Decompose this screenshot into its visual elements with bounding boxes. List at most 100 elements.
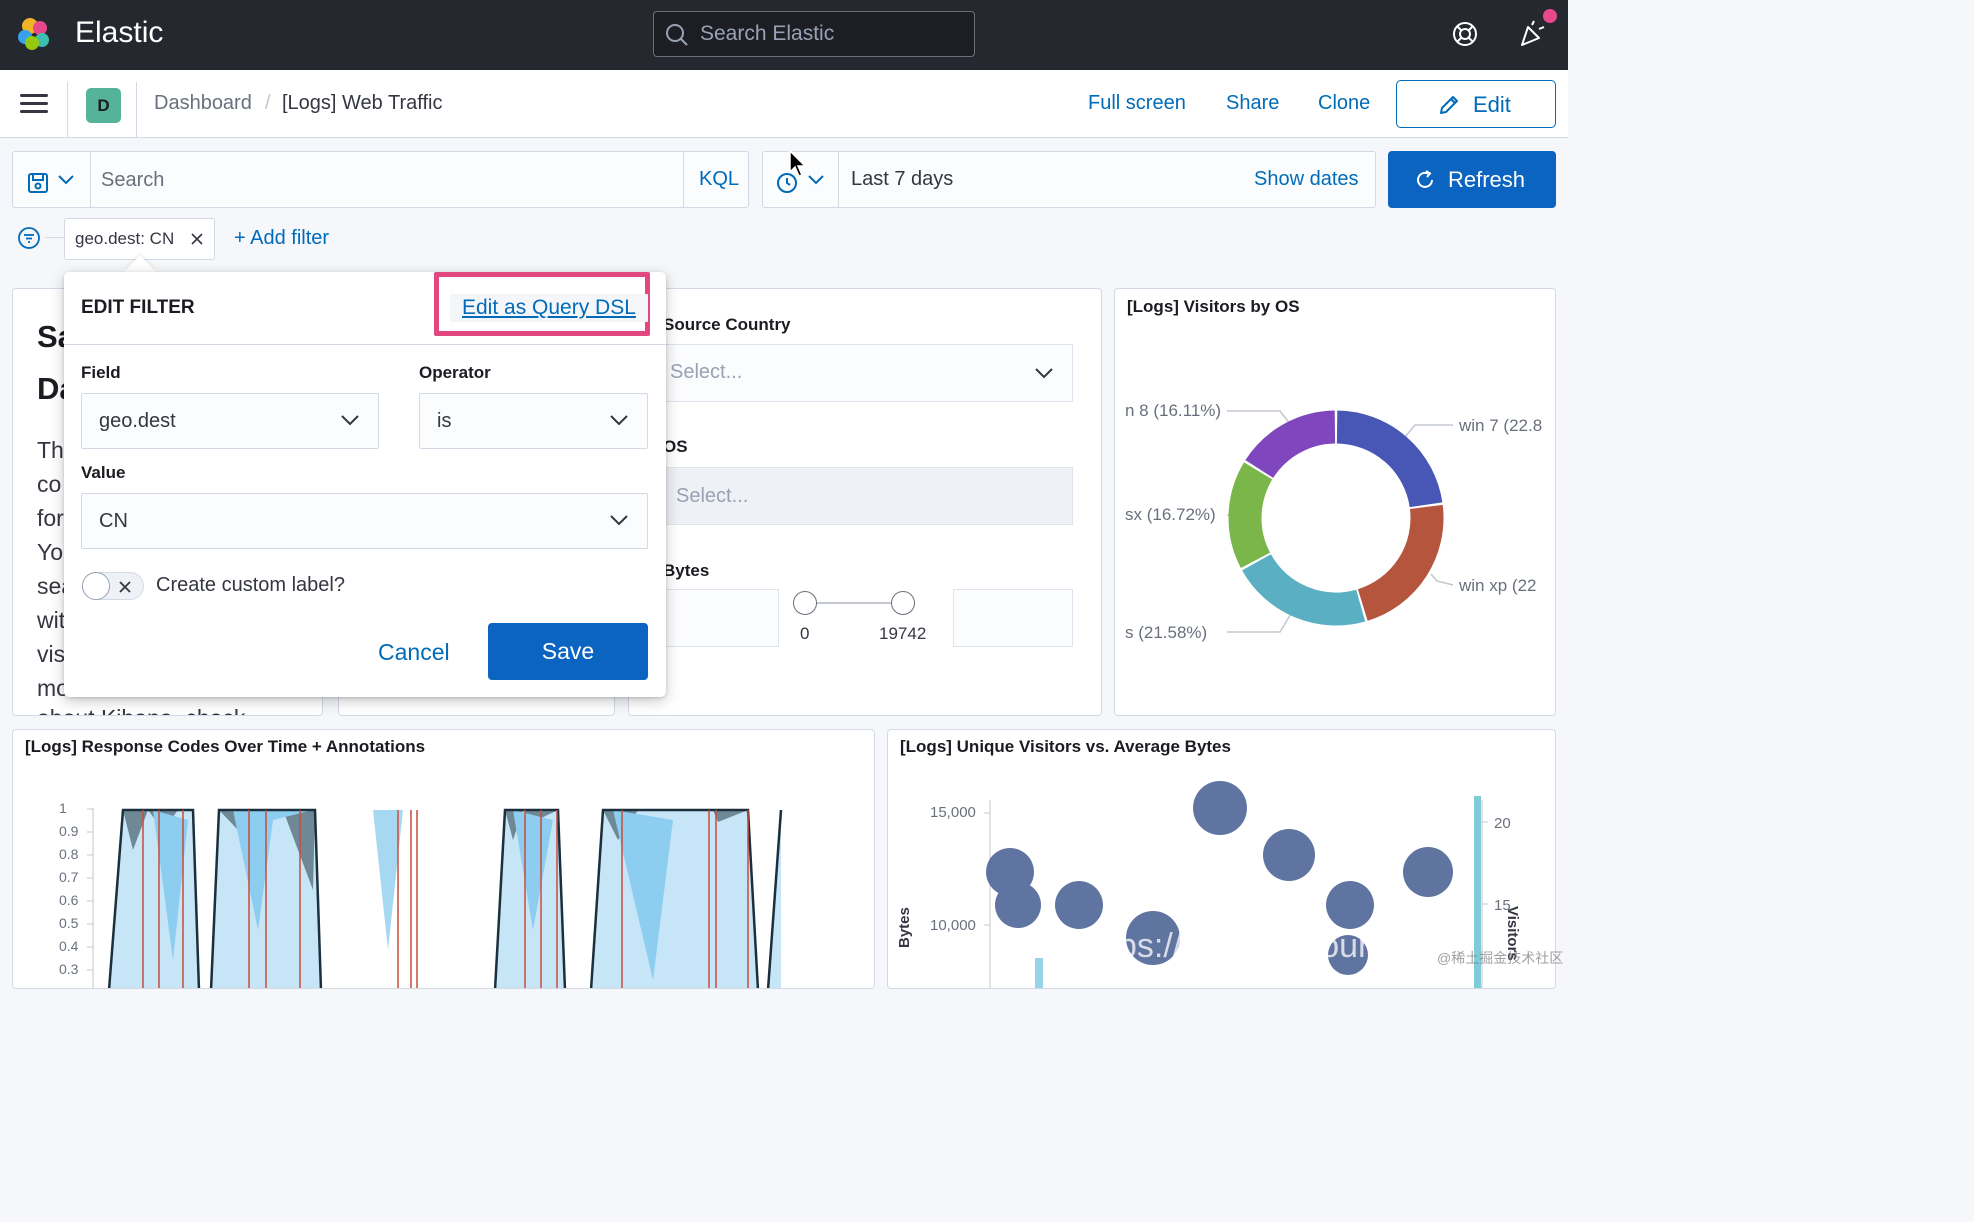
custom-label-text: Create custom label? (156, 574, 345, 596)
source-country-select[interactable]: Select... (657, 344, 1073, 402)
y-tick: 0.8 (59, 846, 79, 862)
saved-query-button[interactable] (13, 152, 91, 207)
query-bar: Search KQL (12, 151, 749, 208)
divider (45, 237, 65, 238)
right-y-tick: 15 (1494, 897, 1511, 914)
donut-slice-win8[interactable] (1245, 410, 1336, 479)
notification-dot (1543, 9, 1557, 23)
response-codes-panel: [Logs] Response Codes Over Time + Annota… (12, 729, 875, 989)
refresh-label: Refresh (1448, 167, 1526, 192)
source-country-placeholder: Select... (670, 361, 743, 383)
clock-icon (777, 173, 797, 193)
pie-label-osx: sx (16.72%) (1125, 505, 1216, 524)
range-min-handle[interactable] (793, 591, 817, 615)
y-tick: 0.3 (59, 961, 79, 977)
donut-slice-win7[interactable] (1336, 410, 1443, 508)
donut-slice-winxp[interactable] (1357, 504, 1444, 621)
chevron-down-icon (58, 175, 74, 185)
os-label: OS (663, 437, 688, 456)
chevron-down-icon (1035, 368, 1053, 379)
operator-label: Operator (419, 363, 491, 382)
global-header: Elastic Search Elastic (0, 0, 1568, 70)
markdown-text-line: Yo (37, 539, 64, 565)
markdown-text-line: Th (37, 437, 64, 463)
bytes-max-input[interactable] (953, 589, 1073, 647)
global-search-input[interactable]: Search Elastic (653, 11, 975, 57)
query-language-button[interactable]: KQL (683, 152, 749, 207)
time-picker: Last 7 days Show dates (762, 151, 1376, 208)
operator-select[interactable]: is (419, 393, 648, 449)
range-max-handle[interactable] (891, 591, 915, 615)
os-donut-chart (1227, 410, 1454, 633)
y-tick: 10,000 (930, 917, 976, 934)
breadcrumb-current: [Logs] Web Traffic (282, 92, 443, 114)
markdown-text-line: co (37, 471, 62, 497)
quick-select-button[interactable] (763, 152, 839, 207)
chevron-down-icon (808, 175, 824, 185)
menu-icon[interactable] (20, 94, 48, 114)
filter-options-icon[interactable] (17, 226, 41, 250)
donut-slice-osx[interactable] (1228, 462, 1273, 569)
divider (67, 82, 68, 138)
chevron-down-icon (341, 415, 359, 426)
edit-button[interactable]: Edit (1396, 80, 1556, 128)
operator-value: is (437, 410, 452, 432)
breadcrumb-dashboard[interactable]: Dashboard (154, 92, 252, 114)
field-select[interactable]: geo.dest (81, 393, 379, 449)
close-icon[interactable] (189, 231, 205, 247)
search-placeholder: Search Elastic (700, 22, 835, 45)
search-icon (666, 24, 688, 46)
custom-label-toggle[interactable] (82, 572, 144, 600)
bytes-label: Bytes (663, 561, 710, 580)
right-y-tick: 20 (1494, 815, 1511, 832)
filter-pill[interactable]: geo.dest: CN (64, 218, 215, 260)
time-range-value[interactable]: Last 7 days (851, 168, 954, 190)
y-tick: 15,000 (930, 804, 976, 821)
show-dates-button[interactable]: Show dates (1254, 168, 1359, 190)
add-filter-button[interactable]: + Add filter (234, 227, 330, 249)
space-avatar[interactable]: D (86, 88, 121, 123)
bytes-min-input[interactable] (657, 589, 779, 647)
markdown-text-line: for (37, 505, 64, 531)
value-label: Value (81, 463, 126, 482)
y-tick: 0.6 (59, 892, 79, 908)
pie-label-win8: n 8 (16.11%) (1125, 401, 1222, 420)
field-value: geo.dest (99, 410, 176, 432)
refresh-button[interactable]: Refresh (1388, 151, 1556, 208)
breadcrumb-separator: / (265, 92, 271, 114)
edit-as-query-dsl-link[interactable]: Edit as Query DSL (450, 294, 648, 322)
pie-label-ios: s (21.58%) (1125, 623, 1208, 642)
brand-name[interactable]: Elastic (75, 16, 164, 49)
watermark-site: @稀土掘金技术社区 (1437, 950, 1564, 966)
refresh-icon (1417, 170, 1433, 188)
field-label: Field (81, 363, 121, 382)
range-track (805, 602, 903, 604)
cross-icon (119, 581, 131, 593)
markdown-text-line: vis (37, 641, 66, 667)
os-select[interactable]: Select... (657, 467, 1073, 525)
query-input[interactable]: Search (101, 169, 165, 191)
toggle-knob (82, 572, 110, 600)
app-navbar: D Dashboard / [Logs] Web Traffic Full sc… (0, 70, 1568, 138)
visitors-bubble-chart (984, 781, 1488, 988)
newsfeed-icon[interactable] (1517, 17, 1549, 49)
full-screen-button[interactable]: Full screen (1088, 92, 1186, 114)
range-max-label: 19742 (879, 624, 927, 643)
value-select[interactable]: CN (81, 493, 648, 549)
pie-label-winxp: win xp (22 (1459, 576, 1537, 595)
y-tick: 0.9 (59, 823, 79, 839)
controls-panel: Source Country Select... OS Select... By… (628, 288, 1102, 716)
cancel-button[interactable]: Cancel (378, 639, 450, 665)
elastic-logo-icon[interactable] (16, 16, 52, 52)
share-button[interactable]: Share (1226, 92, 1280, 114)
range-min-label: 0 (800, 624, 810, 643)
edit-filter-popover: EDIT FILTER Edit as Query DSL Field geo.… (64, 272, 666, 697)
help-icon[interactable] (1448, 17, 1482, 51)
y-tick: 1 (59, 800, 67, 816)
panel-title: [Logs] Response Codes Over Time + Annota… (25, 737, 426, 756)
divider (136, 82, 137, 138)
save-button[interactable]: Save (488, 623, 648, 680)
chevron-down-icon (610, 515, 628, 526)
donut-slice-ios[interactable] (1242, 553, 1366, 626)
clone-button[interactable]: Clone (1318, 92, 1371, 114)
